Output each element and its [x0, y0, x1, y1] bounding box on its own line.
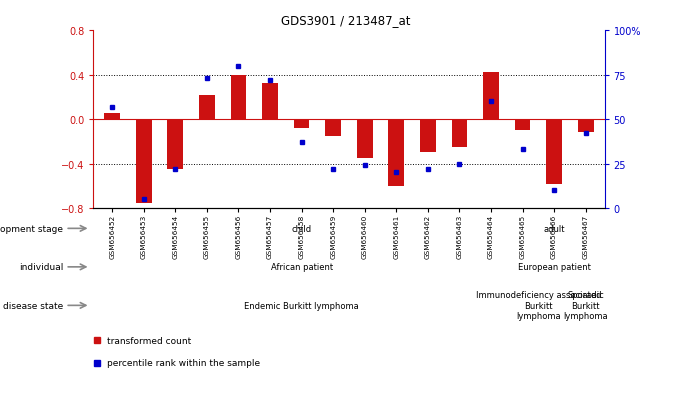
Text: child: child	[292, 224, 312, 233]
Text: GDS3901 / 213487_at: GDS3901 / 213487_at	[281, 14, 410, 27]
Bar	[515, 120, 531, 131]
Text: Immunodeficiency associated
Burkitt
lymphoma: Immunodeficiency associated Burkitt lymp…	[475, 291, 601, 320]
Text: Endemic Burkitt lymphoma: Endemic Burkitt lymphoma	[244, 301, 359, 310]
Text: African patient: African patient	[271, 263, 332, 272]
Text: European patient: European patient	[518, 263, 591, 272]
Bar	[294, 120, 310, 128]
Bar	[325, 120, 341, 136]
Bar	[388, 120, 404, 186]
Text: percentile rank within the sample: percentile rank within the sample	[107, 358, 261, 368]
Bar	[420, 120, 436, 153]
Bar	[167, 120, 183, 170]
Bar	[262, 84, 278, 120]
Text: Sporadic
Burkitt
lymphoma: Sporadic Burkitt lymphoma	[563, 291, 608, 320]
Text: transformed count: transformed count	[107, 336, 191, 345]
Bar	[357, 120, 372, 159]
Bar	[199, 95, 215, 120]
Bar	[136, 120, 152, 203]
Text: disease state: disease state	[3, 301, 64, 310]
Text: individual: individual	[19, 263, 64, 272]
Text: adult: adult	[543, 224, 565, 233]
Bar	[231, 75, 247, 120]
Bar	[483, 73, 499, 120]
Text: development stage: development stage	[0, 224, 64, 233]
Bar	[451, 120, 467, 147]
Bar	[546, 120, 562, 184]
Bar	[578, 120, 594, 133]
Bar	[104, 114, 120, 120]
